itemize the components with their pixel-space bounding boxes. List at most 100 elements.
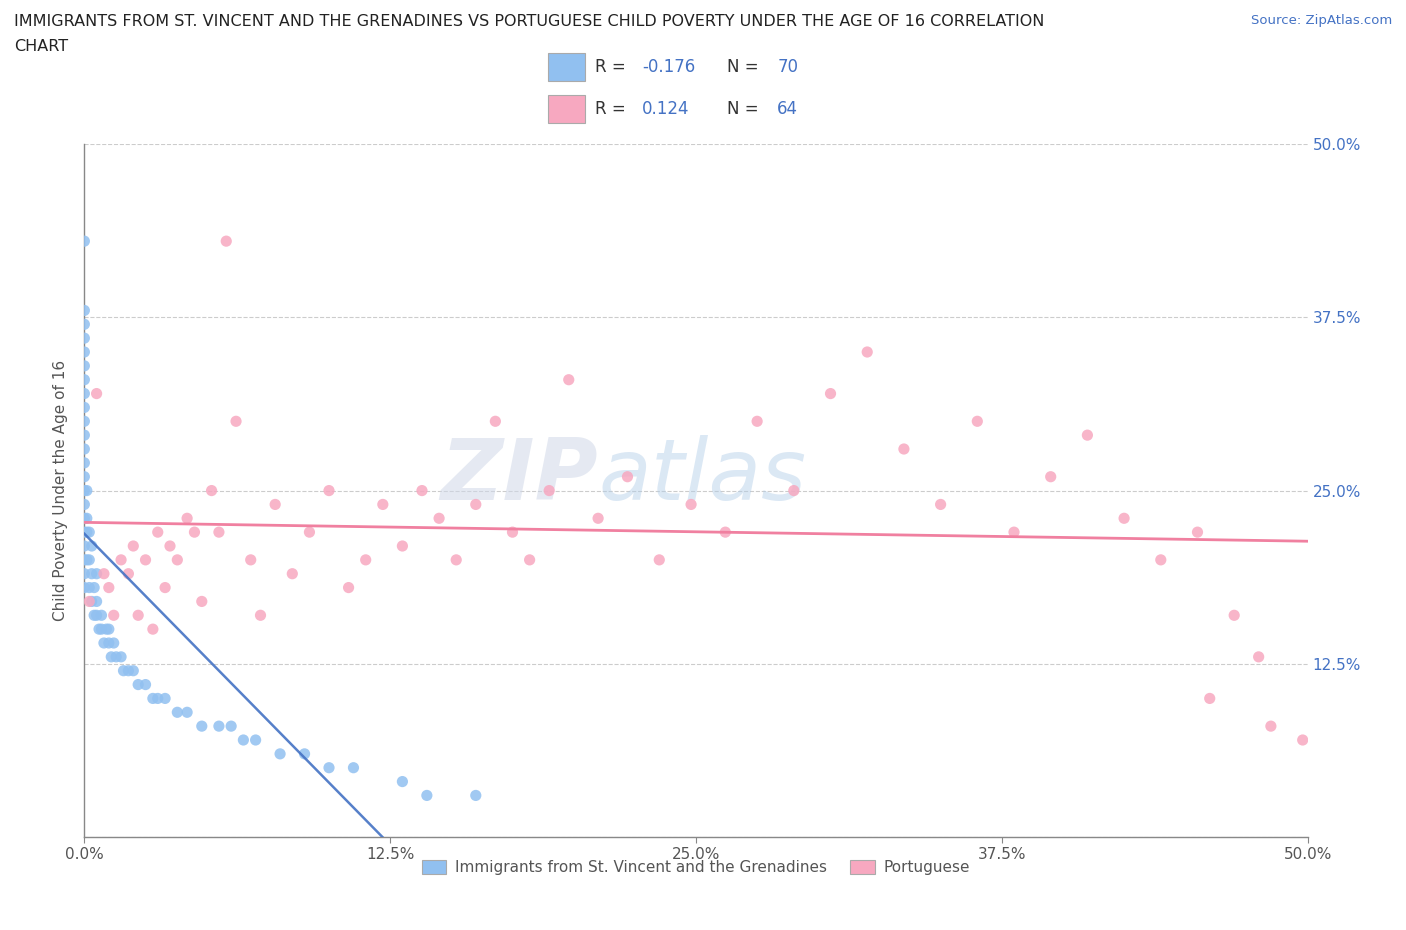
Point [73, 470, 96, 485]
Point [80, 594, 103, 609]
Point [1076, 428, 1098, 443]
Point [391, 538, 413, 553]
Point [80, 566, 103, 581]
Point [87, 622, 110, 637]
Point [90, 608, 112, 623]
Point [298, 525, 321, 539]
Point [142, 622, 165, 637]
Point [73, 428, 96, 443]
Point [73, 580, 96, 595]
Point [208, 719, 231, 734]
Point [117, 566, 139, 581]
Point [318, 761, 340, 776]
Point [77, 525, 100, 539]
Point [249, 608, 271, 623]
Point [73, 525, 96, 539]
Point [1223, 608, 1246, 623]
Point [73, 538, 96, 553]
Point [127, 677, 149, 692]
Text: 70: 70 [778, 59, 799, 76]
Point [100, 649, 122, 664]
Point [586, 511, 609, 525]
Point [73, 414, 96, 429]
Point [239, 552, 262, 567]
Point [73, 317, 96, 332]
Point [103, 608, 125, 623]
Point [484, 414, 506, 429]
Point [318, 484, 340, 498]
Point [215, 233, 238, 248]
FancyBboxPatch shape [548, 95, 585, 123]
Text: IMMIGRANTS FROM ST. VINCENT AND THE GRENADINES VS PORTUGUESE CHILD POVERTY UNDER: IMMIGRANTS FROM ST. VINCENT AND THE GREN… [14, 14, 1045, 29]
Point [73, 331, 96, 346]
Point [105, 649, 128, 664]
Point [747, 414, 769, 429]
Point [97, 580, 120, 595]
Point [83, 608, 105, 623]
Point [391, 774, 413, 789]
Point [1187, 525, 1209, 539]
Point [200, 484, 222, 498]
Point [208, 525, 231, 539]
Point [342, 761, 364, 776]
Point [159, 538, 181, 553]
Point [73, 511, 96, 525]
Point [73, 372, 96, 387]
Point [135, 677, 157, 692]
Point [427, 511, 450, 525]
Point [219, 719, 242, 734]
Point [142, 691, 165, 706]
Point [538, 484, 561, 498]
Point [117, 663, 139, 678]
Point [502, 525, 524, 539]
Point [225, 414, 247, 429]
Point [519, 552, 541, 567]
Point [77, 594, 100, 609]
Point [73, 497, 96, 512]
Legend: Immigrants from St. Vincent and the Grenadines, Portuguese: Immigrants from St. Vincent and the Gren… [416, 854, 976, 882]
Point [122, 663, 145, 678]
Point [191, 719, 214, 734]
Text: -0.176: -0.176 [643, 59, 696, 76]
Point [1114, 511, 1136, 525]
Point [191, 594, 214, 609]
Point [73, 386, 96, 401]
Point [783, 484, 806, 498]
Point [146, 691, 169, 706]
Point [183, 525, 205, 539]
Point [73, 303, 96, 318]
Point [93, 566, 115, 581]
Point [714, 525, 737, 539]
Point [86, 566, 108, 581]
Point [103, 635, 125, 650]
Point [966, 414, 988, 429]
Point [464, 497, 486, 512]
Point [112, 663, 135, 678]
Point [820, 386, 842, 401]
Point [1247, 649, 1270, 664]
Point [73, 456, 96, 471]
Point [110, 649, 132, 664]
Point [281, 566, 304, 581]
Point [146, 525, 169, 539]
Point [354, 552, 377, 567]
Text: 64: 64 [778, 100, 799, 118]
FancyBboxPatch shape [548, 53, 585, 81]
Point [371, 497, 394, 512]
Point [73, 442, 96, 457]
Point [166, 705, 188, 720]
Point [245, 733, 267, 748]
Point [153, 691, 176, 706]
Point [73, 233, 96, 248]
Point [648, 552, 671, 567]
Point [416, 788, 439, 803]
Point [110, 552, 132, 567]
Point [86, 386, 108, 401]
Point [232, 733, 254, 748]
Point [337, 580, 360, 595]
Point [77, 552, 100, 567]
Point [1198, 691, 1220, 706]
Point [464, 788, 486, 803]
Point [1292, 733, 1315, 748]
Point [96, 622, 118, 637]
